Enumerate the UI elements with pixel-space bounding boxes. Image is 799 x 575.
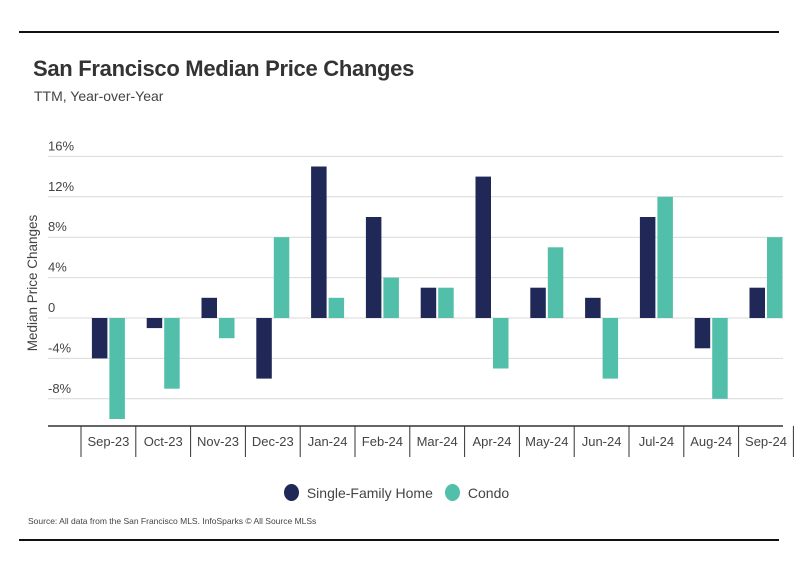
x-tick-label: Feb-24 (362, 434, 403, 449)
bar-single-family (365, 217, 382, 318)
x-tick-label: May-24 (525, 434, 568, 449)
x-tick-label: Nov-23 (197, 434, 239, 449)
bar-condo (383, 277, 399, 318)
y-tick-label: 12% (48, 179, 74, 194)
bar-condo (547, 247, 564, 318)
bar-single-family (146, 318, 163, 329)
x-tick-label: Oct-23 (144, 434, 183, 449)
bar-single-family (256, 318, 272, 379)
bar-single-family (475, 176, 491, 318)
legend-label: Condo (467, 484, 510, 501)
bar-condo (767, 237, 783, 318)
bar-single-family (694, 318, 711, 349)
bars (91, 166, 783, 419)
x-tick-label: Jul-24 (639, 434, 674, 449)
y-axis-label: Median Price Changes (25, 214, 40, 351)
bar-single-family (91, 318, 108, 359)
bar-condo (219, 318, 235, 339)
x-tick-label: Jun-24 (582, 434, 622, 449)
bar-single-family (311, 166, 327, 318)
bar-condo (712, 318, 728, 399)
bar-single-family (201, 297, 217, 318)
bar-condo (602, 318, 619, 379)
y-tick-label: 16% (48, 138, 74, 153)
legend-label: Single-Family Home (306, 484, 433, 501)
y-tick-label: -8% (48, 381, 72, 396)
x-tick-label: Aug-24 (690, 434, 732, 449)
x-tick-label: Sep-24 (745, 434, 787, 449)
bar-condo (328, 297, 345, 318)
bar-condo (273, 237, 290, 318)
chart-title: San Francisco Median Price Changes (33, 56, 415, 81)
bar-single-family (639, 217, 656, 318)
legend-dot-icon (444, 484, 460, 501)
x-tick-label: Sep-23 (87, 434, 129, 449)
legend: Single-Family Home Condo (0, 484, 799, 501)
legend-dot-icon (283, 484, 299, 501)
bar-condo (493, 318, 509, 369)
bar-single-family (585, 297, 601, 318)
legend-item-condo[interactable]: Condo (444, 484, 510, 501)
y-tick-label: 8% (48, 219, 67, 234)
x-axis: Sep-23 Oct-23 Nov-23 Dec-23 Jan-24 Feb-24 Mar-… (48, 425, 794, 457)
bar-single-family (530, 287, 546, 318)
bar-condo (657, 196, 673, 318)
bar-condo (438, 287, 454, 318)
legend-item-single-family[interactable]: Single-Family Home (283, 484, 433, 501)
bar-condo (109, 318, 125, 419)
x-tick-label: Mar-24 (417, 434, 458, 449)
bar-single-family (749, 287, 765, 318)
bar-condo (164, 318, 180, 389)
x-tick-label: Jan-24 (308, 434, 348, 449)
y-axis-ticks: -8% -4% 0 4% 8% 12% 16% (48, 138, 74, 395)
chart-subtitle: TTM, Year-over-Year (34, 88, 164, 104)
top-rule (19, 31, 779, 33)
bottom-rule (19, 539, 779, 541)
x-tick-label: Dec-23 (252, 434, 294, 449)
source-note: Source: All data from the San Francisco … (28, 516, 317, 526)
y-tick-label: 0 (48, 300, 55, 315)
y-tick-label: -4% (48, 340, 72, 355)
bar-single-family (420, 287, 437, 318)
x-tick-label: Apr-24 (472, 434, 511, 449)
y-tick-label: 4% (48, 260, 67, 275)
